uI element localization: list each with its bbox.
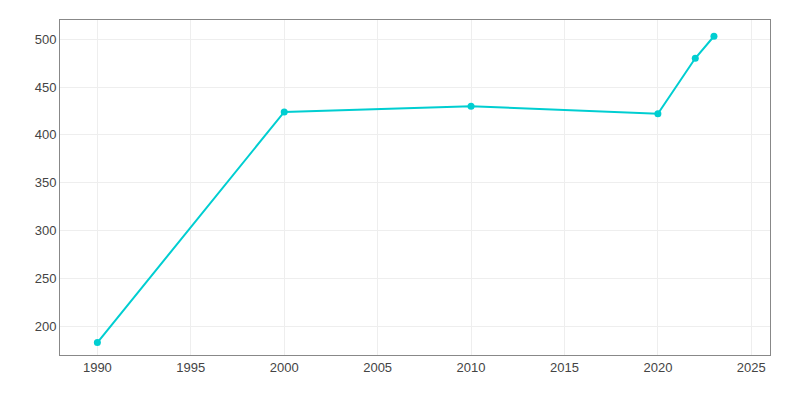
svg-text:300: 300 [35, 223, 57, 238]
svg-text:1995: 1995 [176, 360, 205, 375]
svg-text:2010: 2010 [457, 360, 486, 375]
svg-text:2020: 2020 [643, 360, 672, 375]
svg-text:200: 200 [35, 319, 57, 334]
svg-text:2000: 2000 [270, 360, 299, 375]
svg-text:1990: 1990 [83, 360, 112, 375]
svg-text:250: 250 [35, 271, 57, 286]
svg-text:2015: 2015 [550, 360, 579, 375]
svg-text:450: 450 [35, 80, 57, 95]
svg-text:500: 500 [35, 32, 57, 47]
svg-text:2005: 2005 [363, 360, 392, 375]
svg-text:2025: 2025 [737, 360, 766, 375]
svg-text:400: 400 [35, 127, 57, 142]
svg-text:350: 350 [35, 175, 57, 190]
